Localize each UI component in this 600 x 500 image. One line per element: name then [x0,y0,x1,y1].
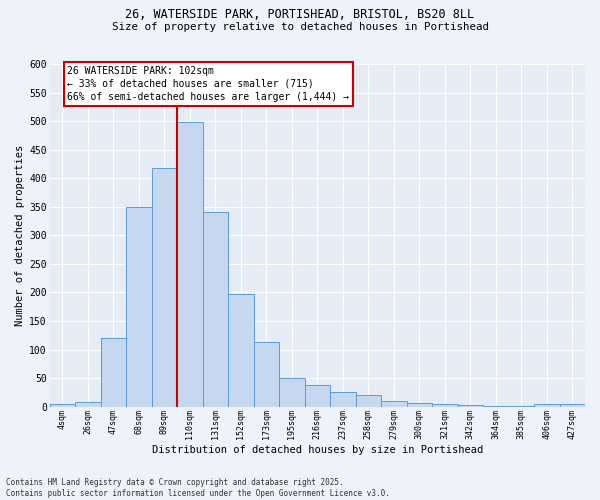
Bar [407,403,432,406]
Bar [432,404,458,406]
Bar [305,385,330,406]
Bar [203,212,228,406]
Y-axis label: Number of detached properties: Number of detached properties [15,144,25,326]
Text: 26, WATERSIDE PARK, PORTISHEAD, BRISTOL, BS20 8LL: 26, WATERSIDE PARK, PORTISHEAD, BRISTOL,… [125,8,475,20]
Text: Size of property relative to detached houses in Portishead: Size of property relative to detached ho… [112,22,488,32]
Bar [75,402,101,406]
Bar [356,395,381,406]
X-axis label: Distribution of detached houses by size in Portishead: Distribution of detached houses by size … [152,445,483,455]
Bar [126,207,152,406]
Bar [330,392,356,406]
Text: 26 WATERSIDE PARK: 102sqm
← 33% of detached houses are smaller (715)
66% of semi: 26 WATERSIDE PARK: 102sqm ← 33% of detac… [67,66,349,102]
Bar [50,404,75,406]
Bar [279,378,305,406]
Bar [177,122,203,406]
Bar [458,405,483,406]
Bar [228,294,254,406]
Bar [152,168,177,406]
Bar [534,404,560,406]
Bar [101,338,126,406]
Text: Contains HM Land Registry data © Crown copyright and database right 2025.
Contai: Contains HM Land Registry data © Crown c… [6,478,390,498]
Bar [254,342,279,406]
Bar [560,404,585,406]
Bar [381,401,407,406]
